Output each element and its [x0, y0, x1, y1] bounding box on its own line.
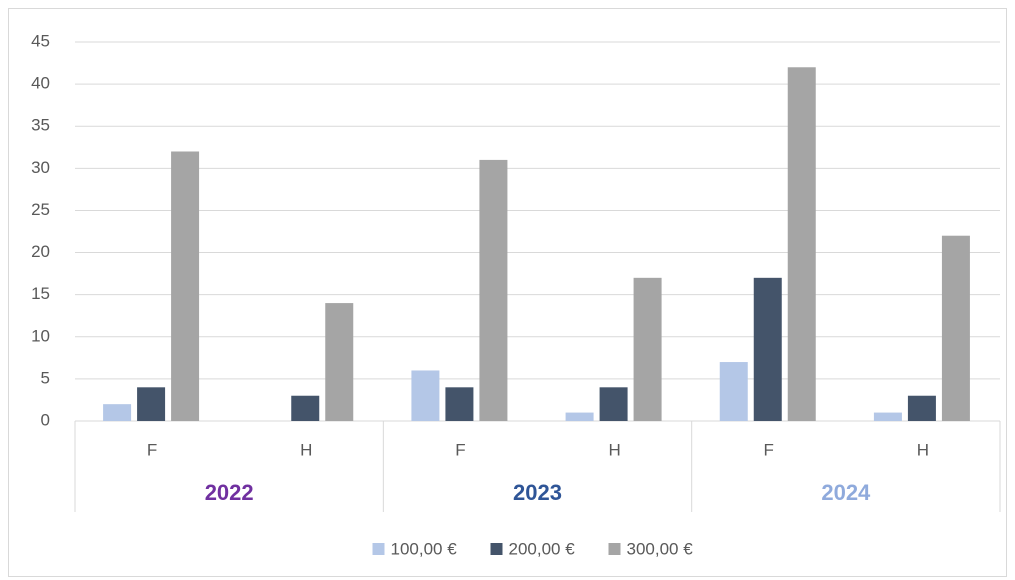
- bar: [137, 387, 166, 421]
- x-tick-label: F: [147, 440, 157, 459]
- y-tick-label: 20: [31, 242, 50, 261]
- x-tick-label: F: [455, 440, 465, 459]
- bar: [411, 370, 440, 421]
- bar: [445, 387, 474, 421]
- x-tick-label: H: [917, 440, 929, 459]
- bar: [719, 362, 748, 421]
- y-tick-label: 25: [31, 200, 50, 219]
- legend-label: 200,00 €: [509, 539, 576, 558]
- y-tick-label: 0: [41, 410, 50, 429]
- y-tick-label: 30: [31, 158, 50, 177]
- y-tick-label: 15: [31, 284, 50, 303]
- bar: [633, 277, 662, 421]
- bar: [565, 412, 594, 421]
- legend-swatch: [372, 543, 385, 555]
- bar: [103, 404, 132, 421]
- group-label: 2022: [205, 480, 254, 505]
- legend-label: 300,00 €: [627, 539, 694, 558]
- y-tick-label: 5: [41, 368, 50, 387]
- y-tick-label: 35: [31, 116, 50, 135]
- group-label: 2023: [513, 480, 562, 505]
- bar: [171, 151, 200, 421]
- bar: [941, 235, 970, 421]
- legend-swatch: [490, 543, 503, 555]
- y-tick-label: 45: [31, 31, 50, 50]
- legend-swatch: [608, 543, 621, 555]
- bar: [787, 67, 816, 422]
- legend-label: 100,00 €: [391, 539, 458, 558]
- bar: [753, 277, 782, 421]
- bar: [599, 387, 628, 421]
- bar: [873, 412, 902, 421]
- y-tick-label: 40: [31, 74, 50, 93]
- y-tick-label: 10: [31, 326, 50, 345]
- x-tick-label: H: [608, 440, 620, 459]
- bar: [325, 303, 354, 421]
- x-tick-label: H: [300, 440, 312, 459]
- bar: [291, 395, 320, 421]
- bar: [907, 395, 936, 421]
- x-tick-label: F: [764, 440, 774, 459]
- bar: [479, 159, 508, 421]
- group-label: 2024: [821, 480, 871, 505]
